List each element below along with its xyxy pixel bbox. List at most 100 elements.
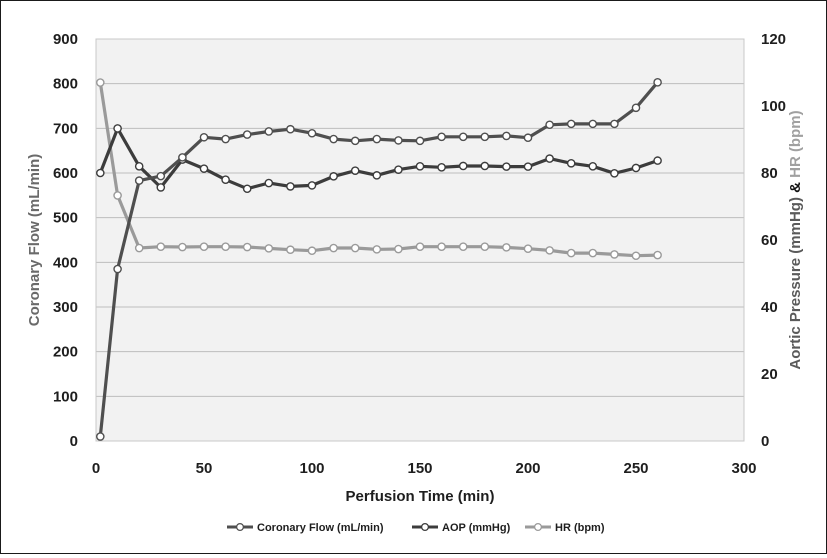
left-y-tick-label: 400 [53,254,78,271]
left-y-tick-label: 300 [53,299,78,316]
data-point-coronary [264,127,274,136]
x-tick-label: 150 [407,460,432,477]
x-tick-label: 300 [731,460,756,477]
data-point-coronary [566,119,576,129]
data-point-coronary [480,132,490,142]
right-axis-title-amp: & [787,178,804,193]
data-point-hr [156,242,166,251]
data-point-aop [286,182,295,191]
data-point-hr [502,243,511,252]
legend-entry: Coronary Flow (mL/min) [227,522,384,534]
x-tick-label: 100 [299,460,324,477]
data-point-aop [480,161,490,171]
x-tick-label: 50 [196,460,213,477]
left-axis-title: Coronary Flow (mL/min) [26,154,43,327]
right-y-tick-label: 100 [761,98,786,115]
data-point-hr [242,242,252,252]
data-point-aop [394,165,403,174]
data-point-hr [221,242,230,251]
left-y-tick-label: 900 [53,31,78,48]
data-point-hr [178,242,187,252]
data-point-aop [372,171,382,180]
series-group [96,78,662,441]
x-tick-label: 0 [92,460,100,477]
data-point-aop [437,163,446,172]
data-point-hr [329,243,338,253]
data-point-coronary [242,130,252,139]
data-point-coronary [545,120,554,130]
data-point-hr [372,245,382,254]
data-point-coronary [156,171,166,181]
left-y-tick-label: 700 [53,120,78,137]
data-point-aop [588,161,598,171]
data-point-aop [242,184,252,194]
data-point-aop [96,168,105,178]
data-point-coronary [631,103,641,113]
data-point-aop [350,166,360,175]
data-point-aop [653,156,662,165]
data-point-hr [307,246,317,256]
right-y-tick-label: 20 [761,366,778,383]
data-point-hr [588,248,598,258]
data-point-coronary [329,134,338,144]
data-point-hr [350,243,360,253]
data-point-hr [631,251,641,261]
left-y-tick-label: 500 [53,210,78,227]
data-point-hr [286,245,295,255]
legend: Coronary Flow (mL/min) AOP (mmHg) HR (bpm) [227,522,605,534]
legend-label: HR (bpm) [555,522,605,534]
data-point-aop [156,183,166,192]
legend-entry: HR (bpm) [525,522,605,534]
data-point-coronary [415,136,425,146]
data-point-coronary [178,153,187,162]
plot-area-border [95,38,745,442]
data-point-aop [458,161,468,171]
data-point-hr [458,242,468,251]
x-tick-label: 200 [515,460,540,477]
series-coronary [96,78,662,441]
right-y-tick-label: 40 [761,299,778,316]
data-point-coronary [286,124,295,134]
data-point-coronary [113,264,122,274]
right-y-tick-label: 80 [761,165,778,182]
left-y-tick-label: 200 [53,344,78,361]
right-axis-title-aop: Aortic Pressure (mmHg) [787,193,804,370]
legend-label: Coronary Flow (mL/min) [257,522,384,534]
right-y-tick-label: 0 [761,433,769,450]
right-axis-title-hr: HR (bpm) [787,110,804,178]
data-point-aop [199,164,209,173]
data-point-coronary [221,134,230,144]
data-point-hr [480,242,490,251]
data-point-aop [134,161,144,171]
data-point-aop [523,162,533,171]
data-point-aop [264,178,274,188]
data-point-hr [134,243,144,253]
data-point-coronary [96,432,105,441]
x-tick-label: 250 [623,460,648,477]
left-y-tick-label: 800 [53,76,78,93]
data-point-aop [610,169,619,178]
legend-swatch-marker [235,522,245,532]
data-point-coronary [610,119,619,129]
data-point-coronary [437,132,446,142]
data-point-hr [545,246,554,255]
data-point-hr [566,248,576,258]
data-point-hr [394,244,403,254]
data-point-hr [415,242,425,251]
data-point-aop [545,154,554,163]
data-point-hr [653,250,662,260]
data-point-aop [329,172,338,181]
data-point-coronary [588,119,598,129]
data-point-aop [631,163,641,173]
legend-swatch-marker [420,522,430,532]
data-point-coronary [307,128,317,138]
data-point-coronary [458,132,468,142]
data-point-hr [96,78,105,87]
data-point-aop [502,162,511,171]
data-point-hr [610,250,619,259]
data-point-coronary [134,176,144,185]
data-point-aop [307,181,317,190]
data-point-coronary [394,136,403,145]
